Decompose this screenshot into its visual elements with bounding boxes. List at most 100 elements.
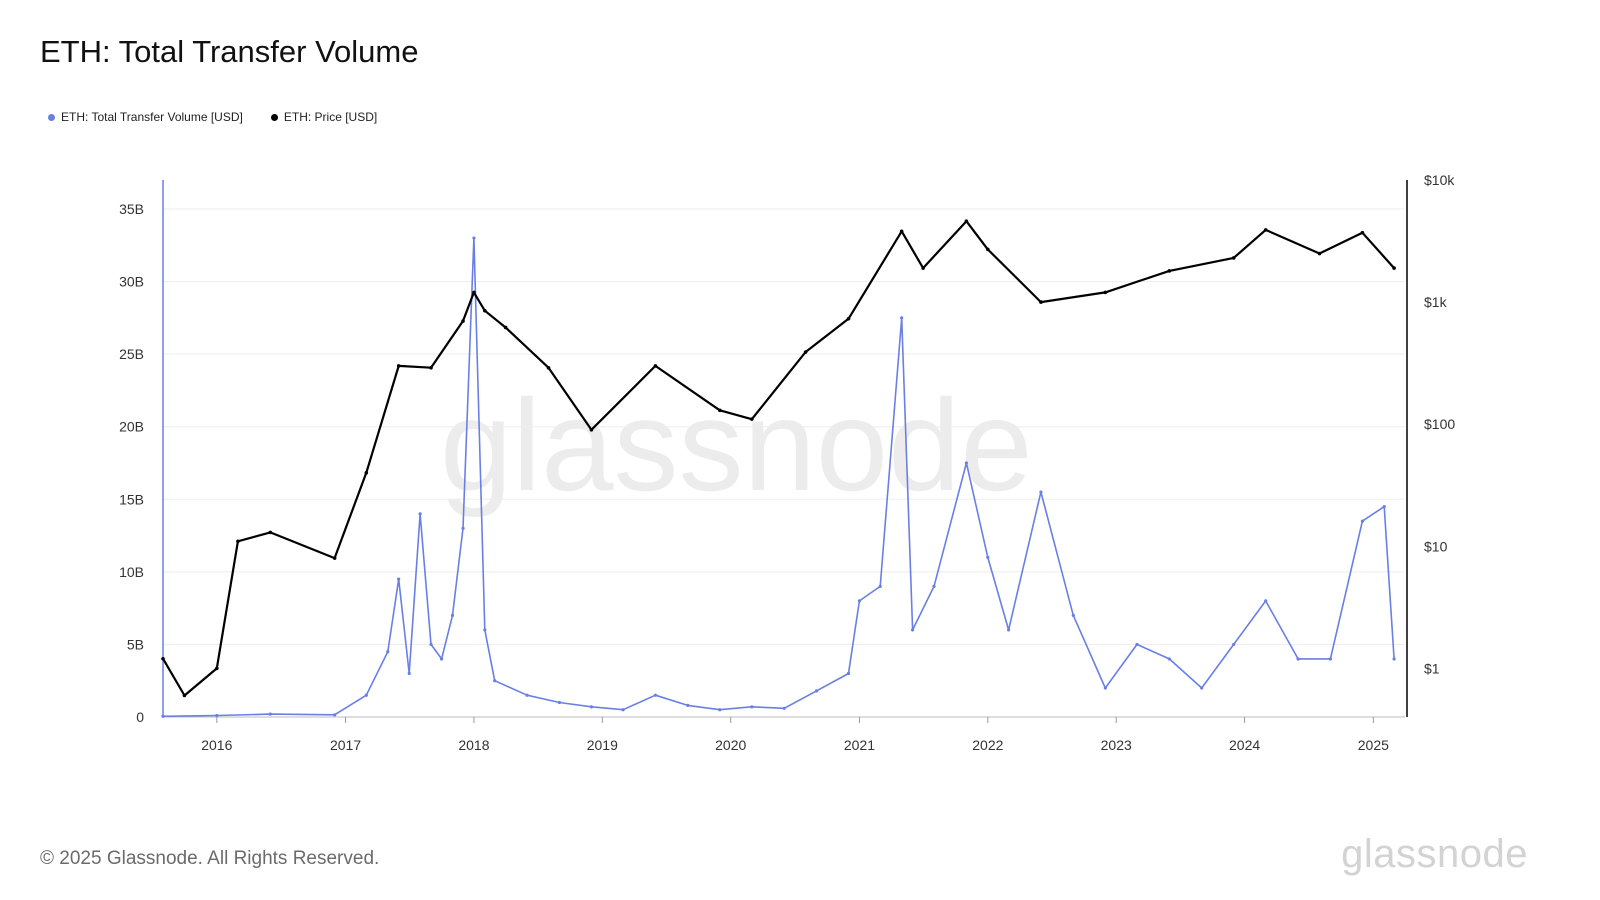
volume-point [439, 657, 444, 661]
volume-point [1071, 613, 1075, 618]
y-left-tick-label: 10B [119, 564, 144, 580]
price-point [1317, 251, 1322, 256]
price-point [364, 470, 369, 475]
legend-label-price: ETH: Price [USD] [283, 110, 378, 124]
price-point [1167, 269, 1172, 273]
volume-point [1232, 642, 1236, 647]
x-tick-label: 2021 [844, 737, 875, 753]
price-point [161, 656, 165, 661]
price-point [589, 427, 594, 432]
volume-point [1167, 657, 1171, 661]
x-tick-label: 2016 [201, 737, 232, 753]
volume-point [814, 689, 819, 693]
x-tick-label: 2017 [330, 737, 361, 753]
volume-point [493, 679, 497, 683]
price-point [503, 325, 508, 330]
volume-point [364, 693, 368, 697]
volume-point [857, 599, 862, 603]
chart-title: ETH: Total Transfer Volume [40, 34, 419, 69]
y-left-tick-label: 20B [119, 419, 144, 435]
volume-point [215, 713, 219, 718]
price-point [182, 693, 187, 698]
volume-point [621, 708, 625, 712]
volume-point [472, 236, 476, 240]
volume-point [1392, 657, 1396, 661]
x-tick-label: 2020 [715, 737, 746, 753]
volume-point [1006, 628, 1011, 632]
gridlines [163, 208, 1405, 718]
price-point [718, 408, 722, 413]
legend-item-price[interactable]: ETH: Price [USD] [270, 110, 378, 124]
volume-point [268, 712, 272, 716]
price-point [236, 539, 240, 544]
y-axis-right: $1 $10 $100 $1k $10k [1406, 172, 1455, 717]
volume-point [386, 650, 390, 654]
price-point [546, 365, 551, 370]
y-right-tick-label: $1k [1424, 294, 1448, 310]
volume-point [161, 714, 165, 718]
x-tick-label: 2023 [1101, 737, 1132, 753]
y-left-tick-label: 30B [119, 274, 144, 290]
volume-point [1296, 657, 1300, 661]
price-point [396, 364, 401, 368]
volume-point [932, 584, 936, 588]
series-group [161, 219, 1396, 718]
price-point [215, 666, 219, 671]
price-point [1103, 290, 1108, 295]
price-point [1392, 266, 1396, 270]
volume-point [686, 703, 690, 707]
price-point [1231, 256, 1236, 260]
price-point [429, 365, 433, 370]
volume-point [418, 512, 422, 516]
price-point [899, 229, 904, 234]
legend: ETH: Total Transfer Volume [USD] ETH: Pr… [48, 110, 377, 124]
volume-point [718, 708, 722, 712]
volume-point [450, 613, 455, 618]
volume-point [483, 628, 487, 632]
volume-point [1264, 599, 1268, 603]
x-tick-label: 2025 [1358, 737, 1389, 753]
volume-point [1360, 519, 1365, 523]
watermark: glassnode [440, 372, 1033, 518]
volume-point [1382, 504, 1386, 509]
price-point [986, 247, 990, 252]
volume-point [1200, 686, 1204, 690]
price-point [461, 319, 465, 323]
y-left-tick-label: 35B [119, 201, 144, 217]
price-point [921, 266, 925, 270]
volume-point [1328, 657, 1333, 661]
volume-point [750, 705, 754, 709]
legend-item-volume[interactable]: ETH: Total Transfer Volume [USD] [48, 110, 243, 124]
price-point [483, 308, 487, 313]
price-point [1039, 300, 1043, 304]
y-right-tick-label: $10k [1424, 172, 1455, 188]
volume-point [910, 628, 915, 632]
volume-point [589, 705, 594, 709]
y-axis-left: 0 5B 10B 15B 20B 25B 30B 35B [119, 180, 164, 725]
y-left-tick-label: 15B [119, 491, 144, 507]
volume-point [1135, 642, 1139, 647]
volume-point [407, 671, 411, 676]
legend-dot-price [270, 113, 278, 121]
x-axis: 2016 2017 2018 2019 2020 2021 2022 2023 2024 2025 [163, 716, 1405, 753]
x-tick-label: 2019 [587, 737, 618, 753]
y-left-tick-label: 5B [127, 636, 144, 652]
x-tick-label: 2022 [972, 737, 1003, 753]
legend-label-volume: ETH: Total Transfer Volume [USD] [61, 110, 243, 124]
price-point [472, 290, 476, 295]
x-tick-label: 2024 [1229, 737, 1260, 753]
price-point [1263, 228, 1268, 232]
volume-point [782, 706, 786, 710]
series-line-price [162, 220, 1395, 697]
volume-point [964, 461, 968, 465]
volume-point [986, 555, 990, 559]
x-tick-label: 2018 [458, 737, 489, 753]
volume-point [878, 584, 882, 588]
y-right-tick-label: $1 [1424, 660, 1440, 676]
volume-point [557, 700, 562, 705]
volume-point [397, 577, 401, 581]
y-right-tick-label: $100 [1424, 416, 1455, 432]
volume-point [1039, 490, 1043, 494]
price-point [653, 364, 658, 368]
